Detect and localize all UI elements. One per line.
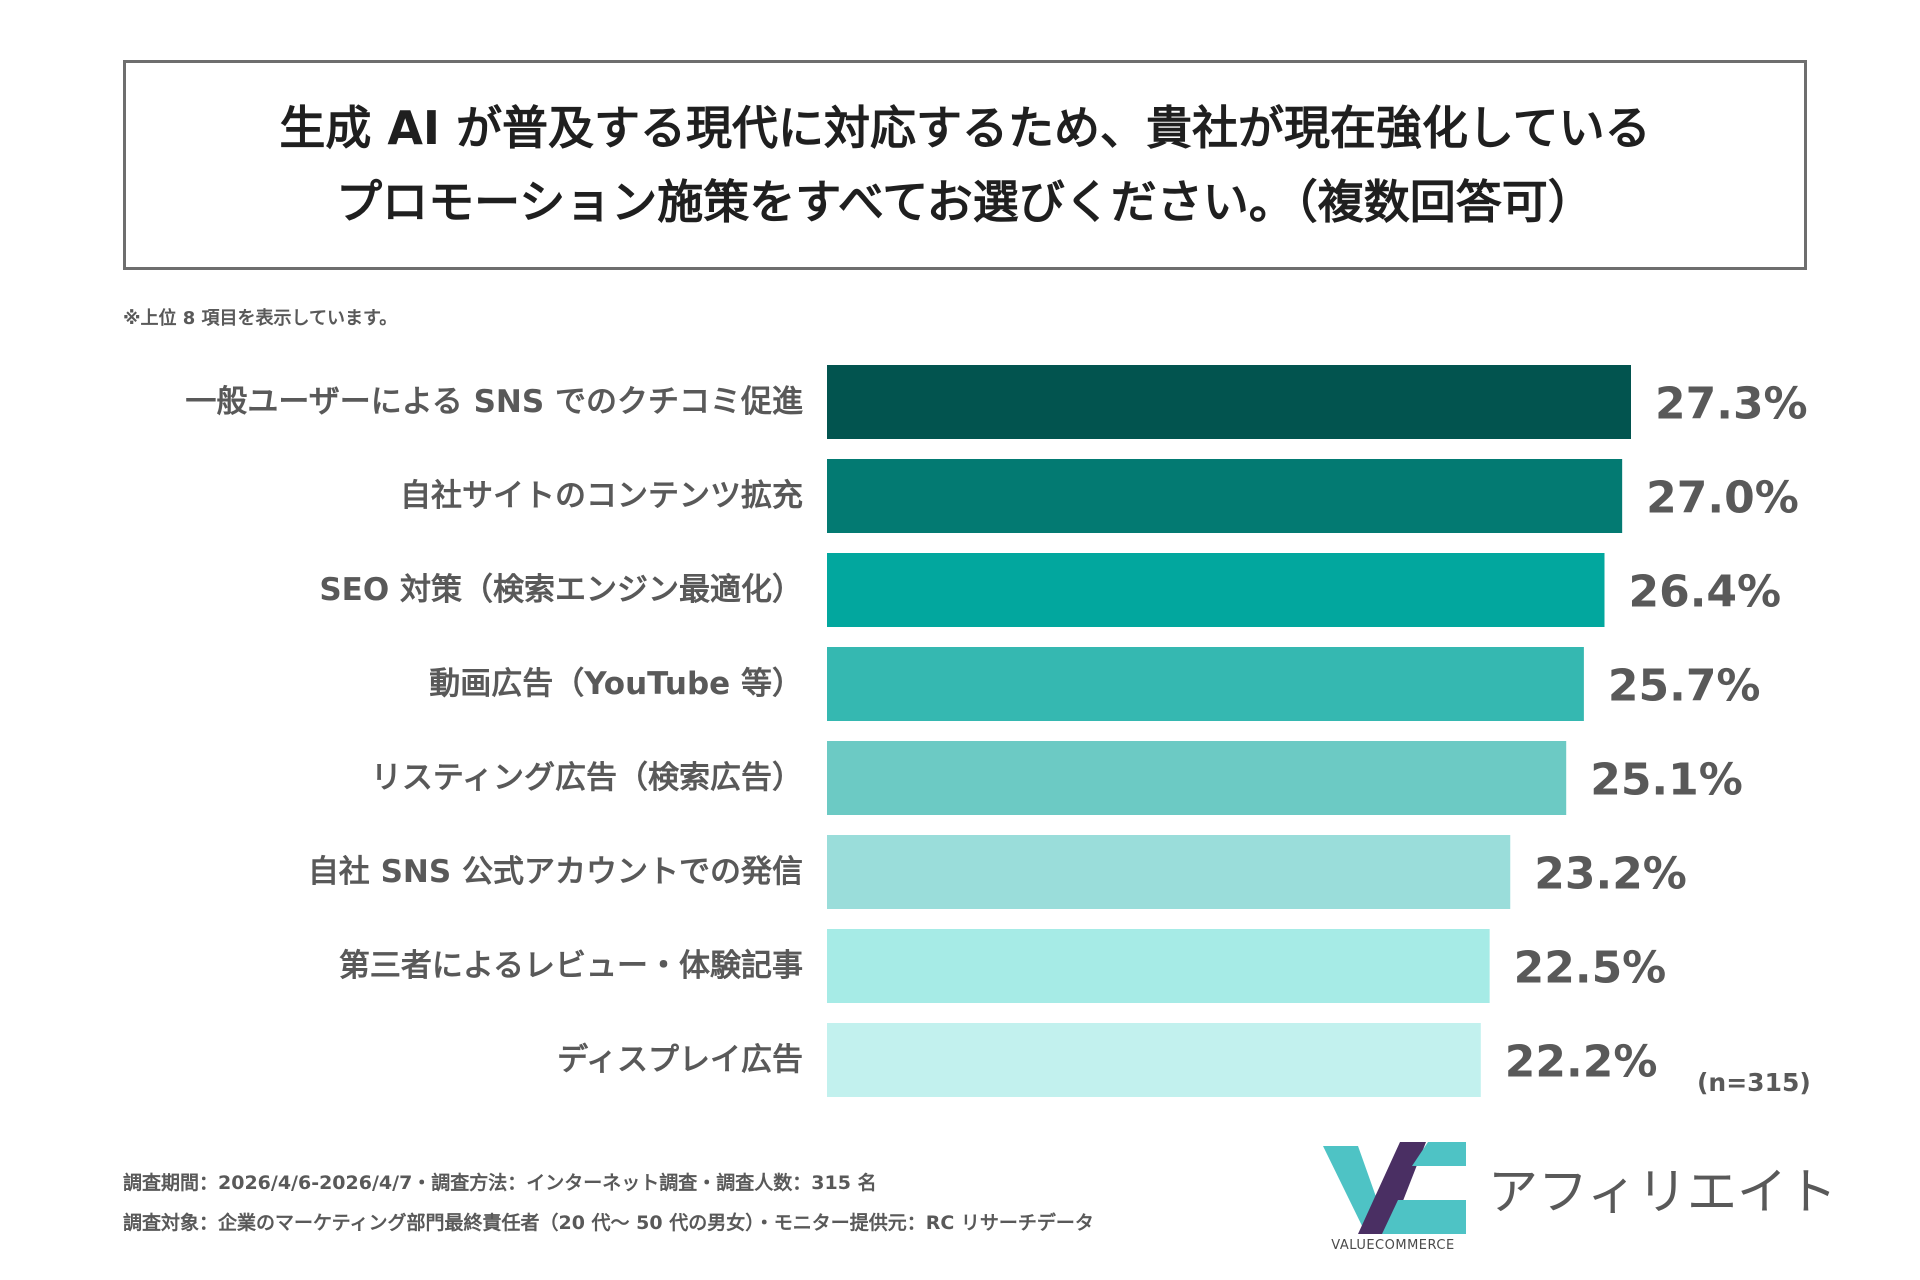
chart-title-line-1: 生成 AI が普及する現代に対応するため、貴社が現在強化している — [279, 101, 1651, 155]
category-label-6: 自社 SNS 公式アカウントでの発信 — [308, 854, 803, 890]
value-label-5: 25.1% — [1590, 755, 1743, 806]
logo-brand: VALUECOMMERCE — [1331, 1238, 1455, 1253]
value-label-2: 27.0% — [1646, 473, 1799, 524]
bar-7 — [827, 929, 1490, 1003]
value-label-3: 26.4% — [1628, 567, 1781, 618]
survey-info-line-1: 調査期間：2026/4/6-2026/4/7・調査方法：インターネット調査・調査… — [123, 1172, 877, 1194]
chart-title-line-2: プロモーション施策をすべてお選びください。（複数回答可） — [336, 175, 1594, 229]
value-label-4: 25.7% — [1608, 661, 1761, 712]
chart-note: ※上位 8 項目を表示しています。 — [123, 308, 398, 329]
bar-6 — [827, 835, 1511, 909]
category-label-7: 第三者によるレビュー・体験記事 — [339, 948, 803, 984]
logo-name: アフィリエイト — [1488, 1163, 1837, 1221]
category-label-8: ディスプレイ広告 — [557, 1042, 803, 1078]
value-label-8: 22.2% — [1505, 1037, 1658, 1088]
bar-5 — [827, 741, 1567, 815]
value-label-6: 23.2% — [1534, 849, 1687, 900]
category-label-3: SEO 対策（検索エンジン最適化） — [319, 572, 803, 608]
title-box: 生成 AI が普及する現代に対応するため、貴社が現在強化している プロモーション… — [123, 60, 1807, 270]
bar-1 — [827, 365, 1631, 439]
bar-4 — [827, 647, 1584, 721]
vc-logo-mark-icon — [1323, 1142, 1466, 1234]
category-label-5: リスティング広告（検索広告） — [371, 760, 803, 796]
bar-8 — [827, 1023, 1481, 1097]
bar-3 — [827, 553, 1605, 627]
valuecommerce-affiliate-logo: アフィリエイト VALUECOMMERCE — [1318, 1130, 1837, 1260]
survey-footer: 調査期間：2026/4/6-2026/4/7・調査方法：インターネット調査・調査… — [123, 1163, 1094, 1243]
category-label-4: 動画広告（YouTube 等） — [429, 666, 803, 702]
sample-size-label: (n=315) — [1697, 1068, 1811, 1097]
category-label-2: 自社サイトのコンテンツ拡充 — [400, 478, 803, 514]
value-label-7: 22.5% — [1514, 943, 1667, 994]
value-label-1: 27.3% — [1655, 379, 1808, 430]
bar-2 — [827, 459, 1623, 533]
category-label-1: 一般ユーザーによる SNS でのクチコミ促進 — [185, 384, 803, 420]
survey-info-line-2: 調査対象：企業のマーケティング部門最終責任者（20 代～ 50 代の男女）・モニ… — [123, 1212, 1094, 1234]
